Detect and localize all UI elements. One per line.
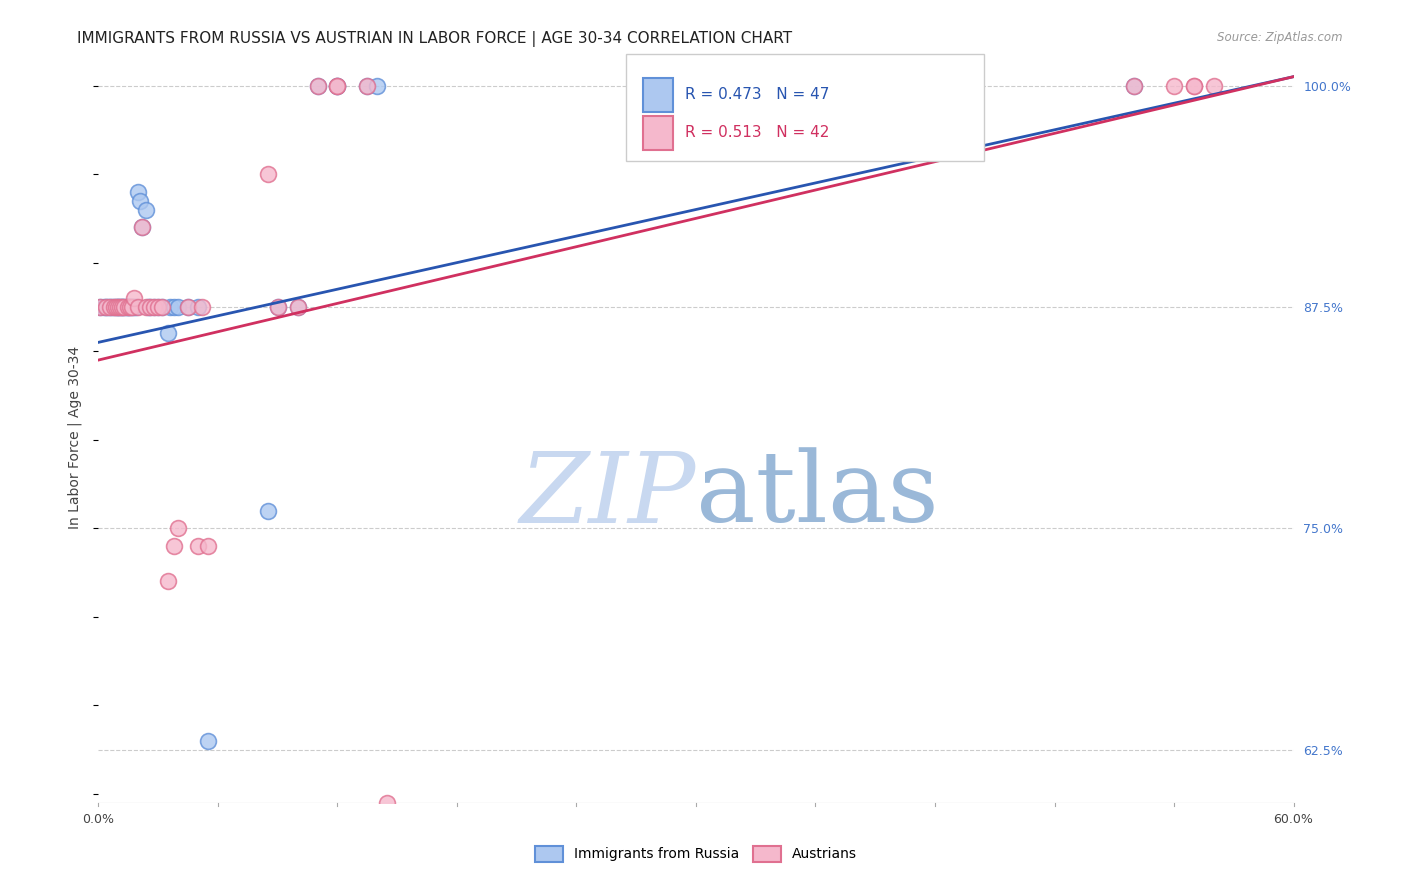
Point <box>105 300 128 314</box>
Text: ZIP: ZIP <box>520 448 696 543</box>
Point <box>103 300 125 314</box>
Point <box>124 300 146 314</box>
Point <box>150 300 173 314</box>
Text: R = 0.513   N = 42: R = 0.513 N = 42 <box>685 126 830 140</box>
Point <box>110 300 132 314</box>
Point <box>326 78 349 93</box>
Point <box>167 521 190 535</box>
Point <box>135 300 157 314</box>
Point <box>167 300 190 314</box>
Point <box>1163 78 1185 93</box>
Point <box>107 300 129 314</box>
Point <box>150 300 173 314</box>
Point <box>256 167 278 181</box>
Point <box>287 300 309 314</box>
Point <box>143 300 166 314</box>
Point <box>89 300 111 314</box>
Point <box>148 300 170 314</box>
Point <box>366 78 388 93</box>
Point <box>177 300 200 314</box>
Point <box>375 796 398 810</box>
Point <box>163 539 186 553</box>
Point <box>93 300 115 314</box>
Text: Source: ZipAtlas.com: Source: ZipAtlas.com <box>1218 31 1343 45</box>
Point <box>139 300 162 314</box>
Point <box>139 300 162 314</box>
Point <box>103 300 125 314</box>
Point <box>131 220 153 235</box>
Point <box>356 78 378 93</box>
Point <box>131 220 153 235</box>
Point <box>121 300 143 314</box>
Point <box>143 300 166 314</box>
Point <box>267 300 290 314</box>
Point <box>110 300 132 314</box>
Text: atlas: atlas <box>696 448 939 543</box>
Point <box>326 78 349 93</box>
Point <box>127 300 149 314</box>
Point <box>107 300 129 314</box>
Point <box>1123 78 1146 93</box>
Point <box>136 300 159 314</box>
Point <box>307 78 329 93</box>
Point <box>89 300 111 314</box>
Point <box>187 539 209 553</box>
Point <box>157 326 180 341</box>
Point <box>197 539 219 553</box>
Point <box>111 300 134 314</box>
Point <box>97 300 120 314</box>
Point <box>112 300 135 314</box>
Point <box>844 78 866 93</box>
Point <box>157 574 180 589</box>
Text: R = 0.473   N = 47: R = 0.473 N = 47 <box>685 87 830 102</box>
Point <box>120 300 142 314</box>
Point <box>98 300 122 314</box>
Point <box>187 300 209 314</box>
Point <box>98 300 122 314</box>
Legend: Immigrants from Russia, Austrians: Immigrants from Russia, Austrians <box>536 846 856 862</box>
Point <box>117 300 139 314</box>
Point <box>96 300 118 314</box>
Point <box>191 300 214 314</box>
Point <box>129 194 152 208</box>
Point <box>101 300 124 314</box>
Point <box>256 503 278 517</box>
Point <box>127 185 149 199</box>
Point <box>148 300 170 314</box>
Point <box>177 300 200 314</box>
Point <box>117 300 139 314</box>
Text: IMMIGRANTS FROM RUSSIA VS AUSTRIAN IN LABOR FORCE | AGE 30-34 CORRELATION CHART: IMMIGRANTS FROM RUSSIA VS AUSTRIAN IN LA… <box>77 31 793 47</box>
Point <box>197 734 219 748</box>
Point <box>105 300 128 314</box>
Point <box>307 78 329 93</box>
Point <box>163 300 186 314</box>
Point <box>1182 78 1205 93</box>
Point <box>326 78 349 93</box>
Point <box>111 300 134 314</box>
Point <box>96 300 118 314</box>
Point <box>1202 78 1225 93</box>
Point <box>924 78 946 93</box>
Point <box>120 300 142 314</box>
Point <box>117 300 139 314</box>
Point <box>1123 78 1146 93</box>
Point <box>135 202 157 217</box>
Point <box>124 291 146 305</box>
Point <box>121 300 143 314</box>
Point <box>287 300 309 314</box>
Point <box>159 300 181 314</box>
Point <box>115 300 138 314</box>
Point <box>111 300 134 314</box>
Point <box>844 78 866 93</box>
Point <box>125 300 148 314</box>
Point <box>267 300 290 314</box>
Point <box>107 300 129 314</box>
Point <box>356 78 378 93</box>
Point <box>1182 78 1205 93</box>
Point <box>112 300 135 314</box>
Point <box>326 78 349 93</box>
Y-axis label: In Labor Force | Age 30-34: In Labor Force | Age 30-34 <box>67 345 83 529</box>
